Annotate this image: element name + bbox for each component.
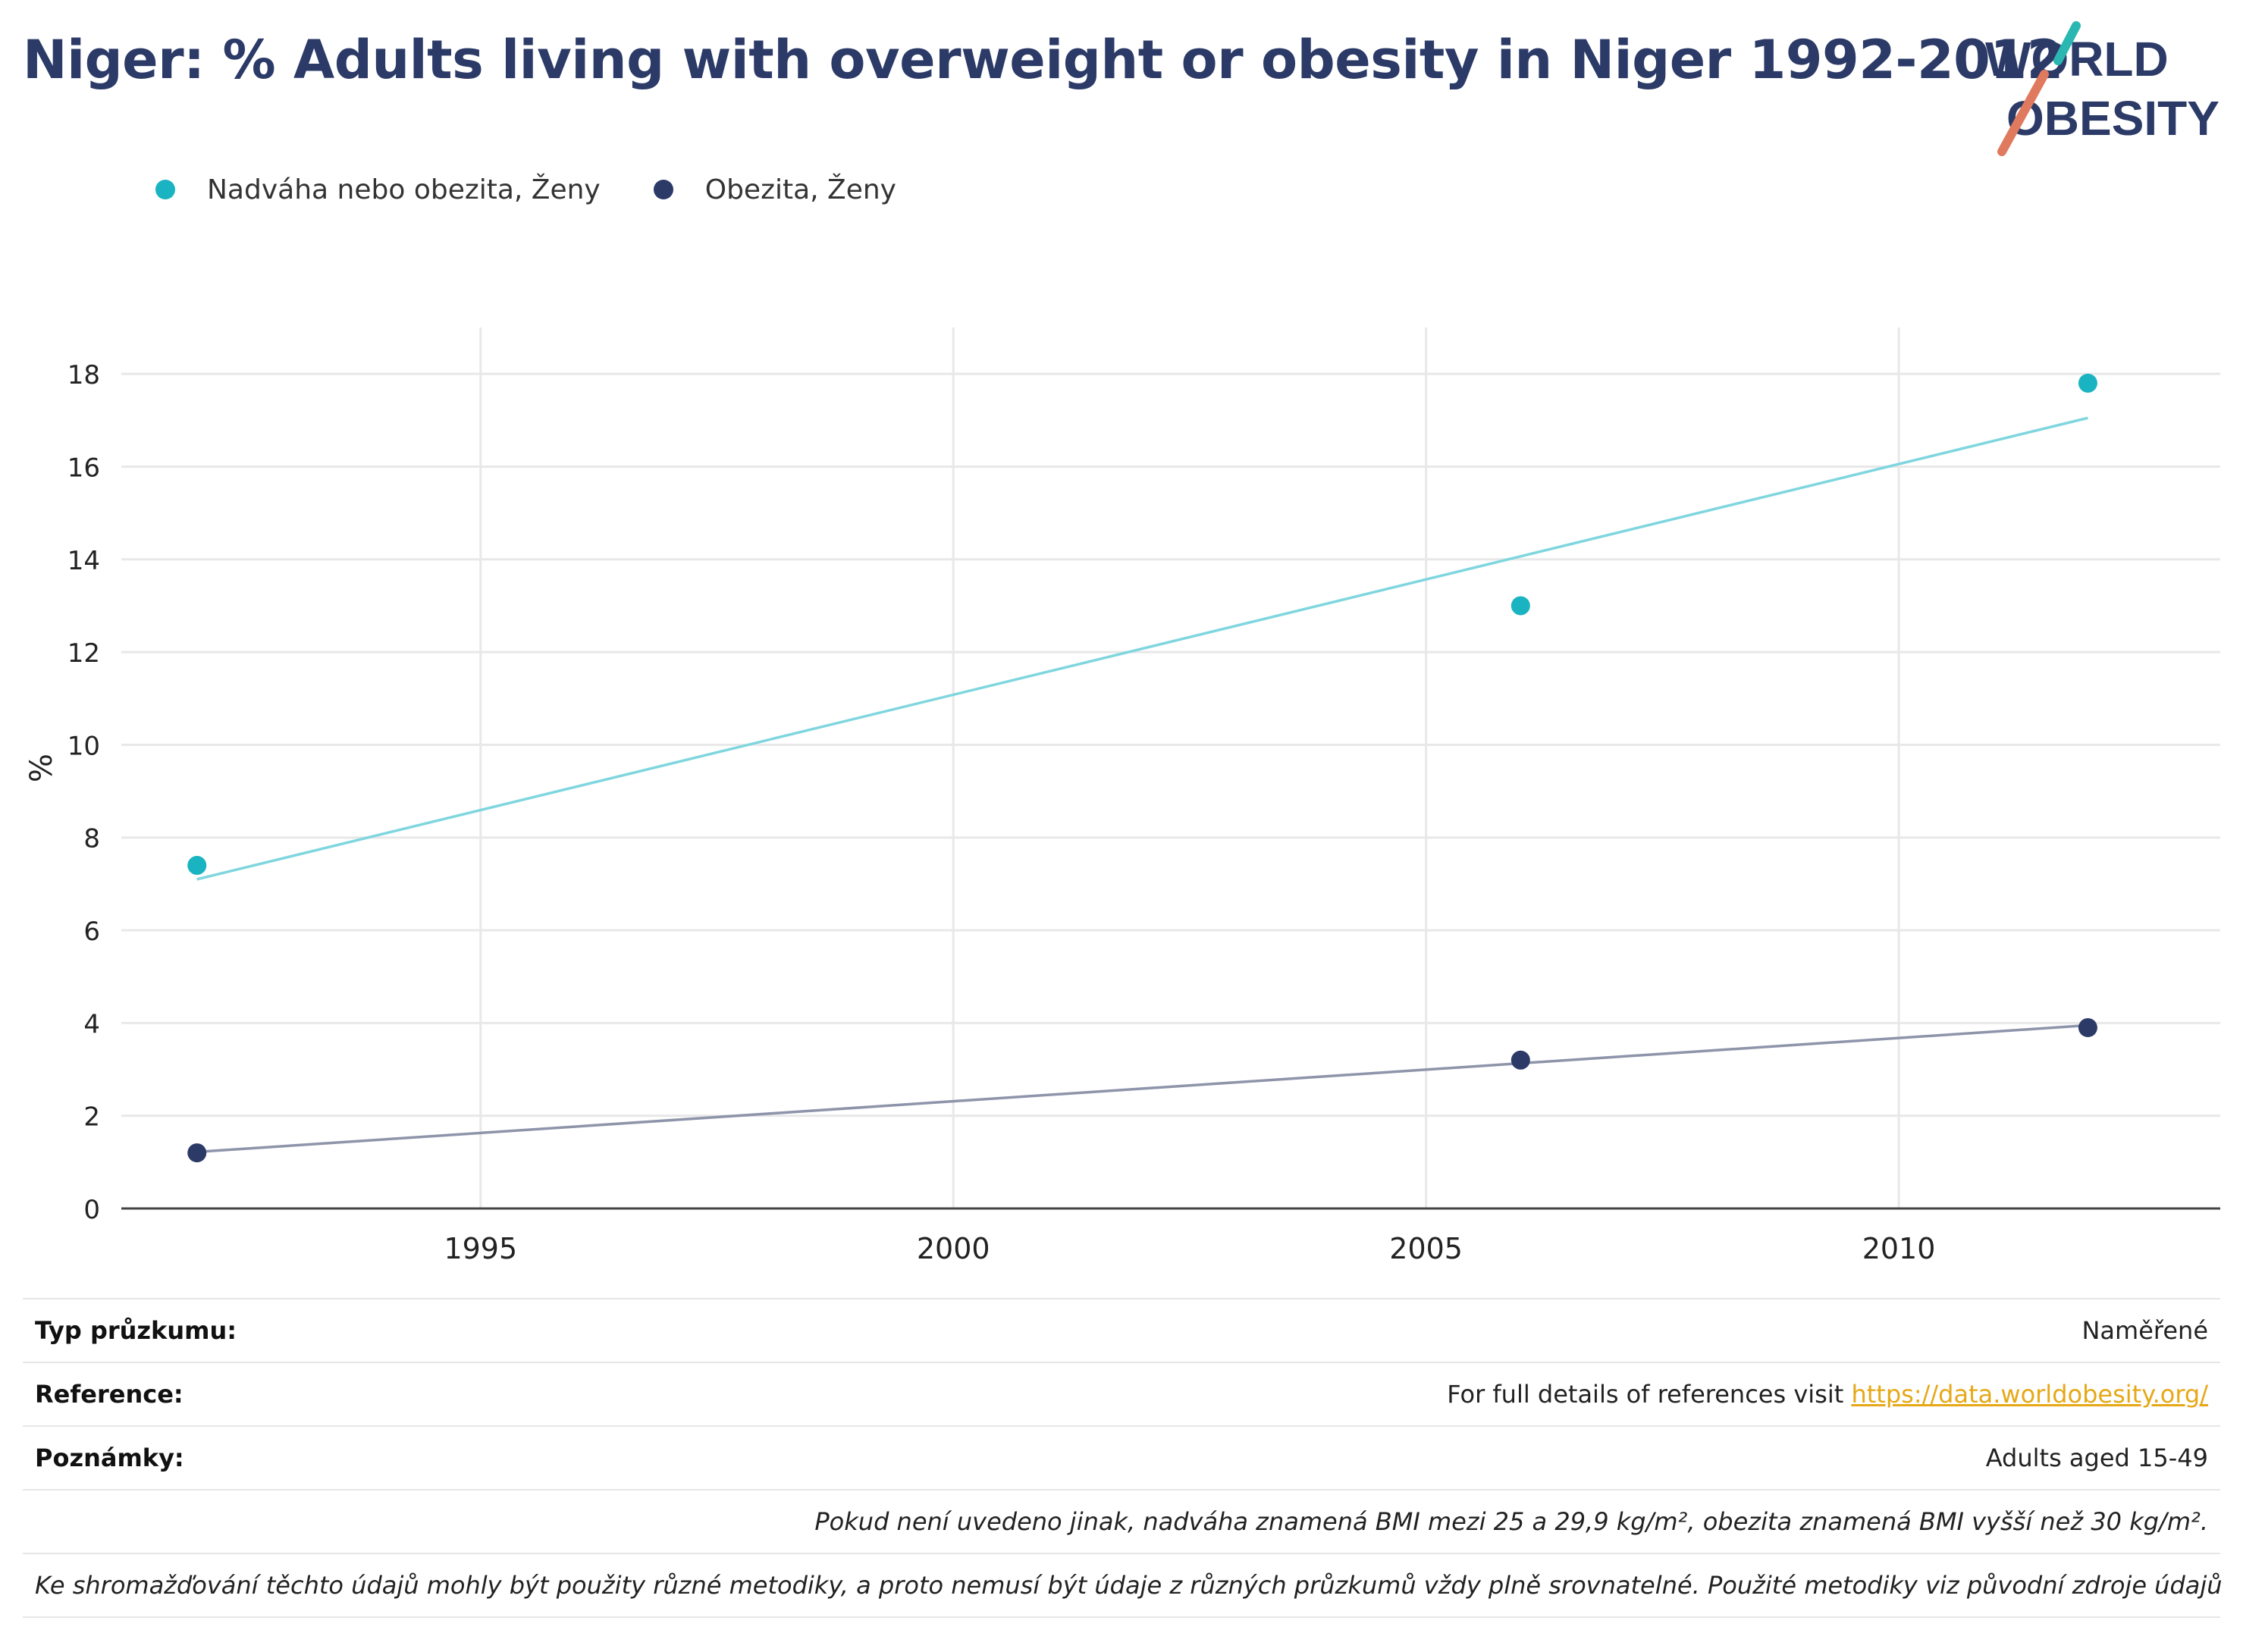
y-tick-label: 0 (83, 1195, 100, 1225)
y-tick-label: 14 (67, 546, 100, 576)
data-point-series1 (1510, 596, 1530, 616)
data-point-series1 (187, 855, 207, 875)
info-label-notes: Poznámky: (35, 1444, 184, 1472)
reference-text: For full details of references visit (1447, 1380, 1852, 1409)
logo-slash-teal (2053, 21, 2081, 65)
legend-item-series1[interactable]: Nadváha nebo obezita, Ženy (155, 174, 601, 205)
y-axis-label: % (24, 754, 59, 782)
reference-link[interactable]: https://data.worldobesity.org/ (1851, 1380, 2208, 1409)
legend-item-series2[interactable]: Obezita, Ženy (653, 174, 896, 205)
axes: 0 2 4 6 8 10 12 14 16 18 1995 2000 2005 2010% (24, 360, 2220, 1265)
chart-plot: 0 2 4 6 8 10 12 14 16 18 1995 2000 2005 2010% (24, 328, 2220, 1265)
y-tick-label: 8 (83, 824, 100, 854)
info-row-survey-type: Typ průzkumu: Naměřené (23, 1298, 2220, 1362)
info-row-notes: Poznámky: Adults aged 15-49 (23, 1425, 2220, 1489)
x-tick-label: 2005 (1389, 1232, 1463, 1265)
world-obesity-logo: WORLD OBESITY (1985, 21, 2219, 156)
legend-marker-series1 (155, 180, 175, 199)
legend-label-series2: Obezita, Ženy (704, 174, 896, 205)
logo-slash-coral (1997, 70, 2049, 156)
info-label-reference: Reference: (35, 1380, 184, 1409)
info-row-methodology-note: Ke shromažďování těchto údajů mohly být … (23, 1553, 2223, 1618)
info-table: Typ průzkumu: Naměřené Reference: For fu… (23, 1298, 2223, 1618)
info-value-reference: For full details of references visit htt… (1447, 1380, 2220, 1409)
info-value-methodology-note: Ke shromažďování těchto údajů mohly být … (35, 1571, 2223, 1600)
info-value-survey-type: Naměřené (2081, 1316, 2208, 1345)
legend-marker-series2 (653, 180, 673, 199)
x-tick-label: 2000 (917, 1232, 990, 1265)
y-tick-label: 4 (83, 1009, 100, 1039)
y-tick-label: 18 (67, 360, 100, 390)
trend-lines (196, 416, 2088, 1154)
chart-title: Niger: % Adults living with overweight o… (23, 29, 2063, 91)
data-point-series2 (1510, 1050, 1530, 1070)
y-tick-label: 6 (83, 917, 100, 947)
logo-line1: WORLD (1985, 32, 2169, 86)
trend-line-series2 (196, 1023, 2088, 1154)
info-value-bmi-note: Pokud není uvedeno jinak, nadváha znamen… (814, 1507, 2208, 1536)
trend-line-series1 (196, 416, 2088, 881)
x-tick-label: 2010 (1862, 1232, 1936, 1265)
info-row-bmi-note: Pokud není uvedeno jinak, nadváha znamen… (23, 1489, 2220, 1553)
legend: Nadváha nebo obezita, Ženy Obezita, Ženy (155, 168, 949, 211)
data-point-series1 (2078, 373, 2097, 393)
y-tick-label: 12 (67, 638, 100, 669)
info-label-survey-type: Typ průzkumu: (35, 1316, 237, 1345)
info-value-notes: Adults aged 15-49 (1985, 1444, 2208, 1472)
logo-line2: OBESITY (2006, 91, 2219, 146)
data-point-series2 (187, 1143, 207, 1163)
info-row-reference: Reference: For full details of reference… (23, 1362, 2220, 1425)
y-tick-label: 2 (83, 1102, 100, 1133)
legend-label-series1: Nadváha nebo obezita, Ženy (207, 174, 601, 205)
data-point-series2 (2078, 1017, 2097, 1037)
y-tick-label: 16 (67, 453, 100, 483)
x-tick-label: 1995 (444, 1232, 517, 1265)
data-points (187, 373, 2097, 1163)
y-tick-label: 10 (67, 731, 100, 761)
grid-lines (121, 328, 2220, 1208)
